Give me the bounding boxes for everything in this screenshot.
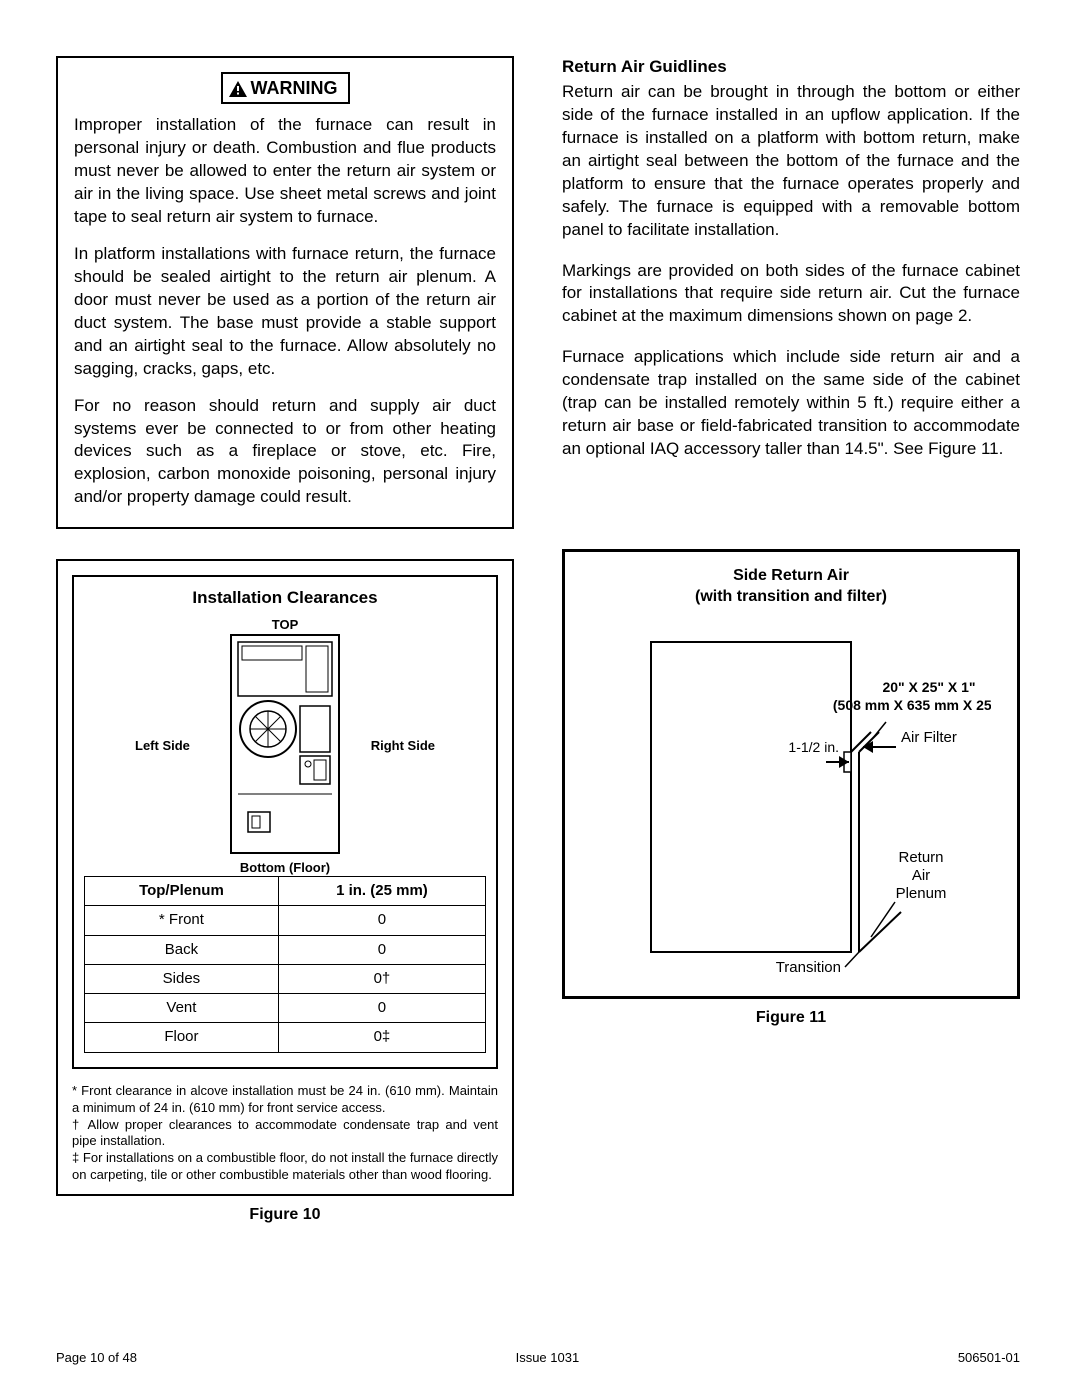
table-row: Vent0 <box>85 994 486 1023</box>
footnote-3: ‡ For installations on a combustible flo… <box>72 1150 498 1184</box>
fig11-plenum: Plenum <box>896 885 947 902</box>
warning-badge: WARNING <box>221 72 350 104</box>
clr-h1: Top/Plenum <box>85 877 279 906</box>
warning-p1: Improper installation of the furnace can… <box>74 114 496 229</box>
fig11-dim1: 20" X 25" X 1" <box>882 679 975 695</box>
fig11-transition: Transition <box>776 959 841 976</box>
clearances-frame: Installation Clearances TOP Left Side Ri… <box>72 575 498 1068</box>
clearance-left-label: Left Side <box>135 737 190 755</box>
warning-header: WARNING <box>74 72 496 104</box>
clearances-footnotes: * Front clearance in alcove installation… <box>72 1083 498 1184</box>
warning-p2: In platform installations with furnace r… <box>74 243 496 381</box>
clearances-table: Top/Plenum 1 in. (25 mm) * Front0 Back0 … <box>84 876 486 1053</box>
figure-11-caption: Figure 11 <box>562 1007 1020 1029</box>
side-return-diagram: 1-1/2 in. 20" X 25" X 1" (508 mm X 635 m… <box>591 622 991 982</box>
warning-icon <box>229 81 247 97</box>
table-row: Floor0‡ <box>85 1023 486 1052</box>
fig11-air: Air <box>912 867 930 884</box>
footer-right: 506501-01 <box>958 1349 1020 1367</box>
return-air-heading: Return Air Guidlines <box>562 56 1020 79</box>
figure-11-title: Side Return Air (with transition and fil… <box>579 566 1003 608</box>
clr-h2: 1 in. (25 mm) <box>278 877 485 906</box>
return-air-p1: Return air can be brought in through the… <box>562 81 1020 242</box>
table-row: * Front0 <box>85 906 486 935</box>
table-row: Back0 <box>85 935 486 964</box>
page-footer: Page 10 of 48 Issue 1031 506501-01 <box>56 1349 1020 1367</box>
figure-10-box: Installation Clearances TOP Left Side Ri… <box>56 559 514 1196</box>
clearance-bottom-label: Bottom (Floor) <box>240 859 330 877</box>
clearance-top-label: TOP <box>272 616 299 634</box>
fig11-airfilter: Air Filter <box>901 729 957 746</box>
warning-label: WARNING <box>251 78 338 98</box>
table-row: Sides0† <box>85 964 486 993</box>
figure-11-box: Side Return Air (with transition and fil… <box>562 549 1020 999</box>
footer-left: Page 10 of 48 <box>56 1349 137 1367</box>
return-air-p2: Markings are provided on both sides of t… <box>562 260 1020 329</box>
footnote-2: † Allow proper clearances to accommodate… <box>72 1117 498 1151</box>
fig11-leftdim: 1-1/2 in. <box>788 739 839 755</box>
warning-p3: For no reason should return and supply a… <box>74 395 496 510</box>
footnote-1: * Front clearance in alcove installation… <box>72 1083 498 1117</box>
fig11-return: Return <box>898 849 943 866</box>
furnace-icon <box>230 634 340 854</box>
clearance-right-label: Right Side <box>371 737 435 755</box>
return-air-p3: Furnace applications which include side … <box>562 346 1020 461</box>
footer-center: Issue 1031 <box>516 1349 580 1367</box>
fig11-dim2: (508 mm X 635 mm X 25 mm) <box>833 697 991 713</box>
warning-box: WARNING Improper installation of the fur… <box>56 56 514 529</box>
clearances-title: Installation Clearances <box>84 587 486 610</box>
figure-10-caption: Figure 10 <box>56 1204 514 1226</box>
furnace-diagram: TOP Left Side Right Side Bottom (Floor) <box>135 616 435 876</box>
